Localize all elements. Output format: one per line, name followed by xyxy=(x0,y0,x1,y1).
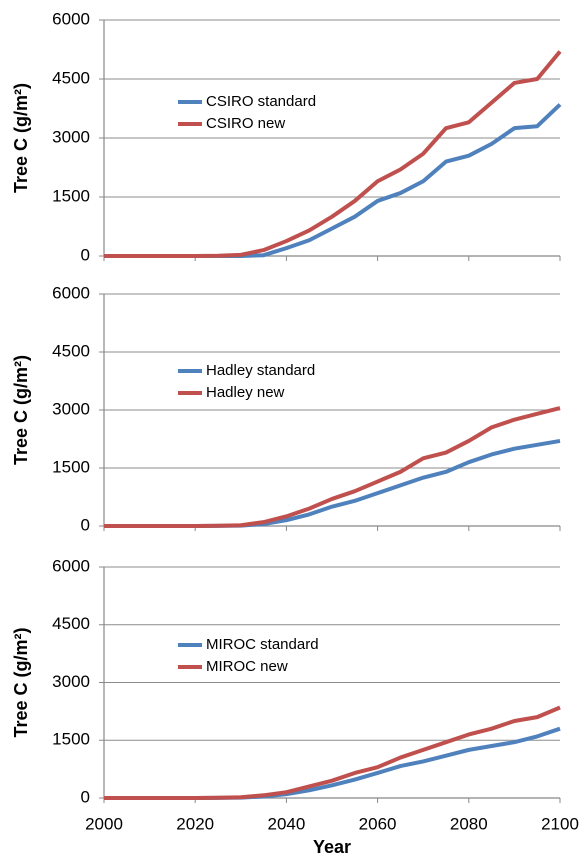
legend-label: CSIRO standard xyxy=(206,93,316,110)
y-tick-label: 6000 xyxy=(52,556,90,575)
y-axis-label: Tree C (g/m²) xyxy=(11,355,31,465)
line-series xyxy=(104,726,561,800)
x-tick-label: 2000 xyxy=(85,814,123,833)
y-tick-label: 4500 xyxy=(52,68,90,87)
y-axis-label: Tree C (g/m²) xyxy=(11,627,31,737)
y-tick-label: 6000 xyxy=(52,9,90,28)
y-tick-label: 3000 xyxy=(52,399,90,418)
x-tick-label: 2060 xyxy=(359,814,397,833)
line-series xyxy=(104,50,562,258)
line-series xyxy=(104,705,561,800)
line-series xyxy=(104,438,561,528)
y-tick-label: 4500 xyxy=(52,614,90,633)
y-tick-label: 0 xyxy=(81,515,90,534)
y-tick-label: 1500 xyxy=(52,457,90,476)
x-axis-label: Year xyxy=(313,837,351,857)
x-tick-label: 2100 xyxy=(541,814,579,833)
legend-label: Hadley standard xyxy=(206,362,315,379)
y-axis-label: Tree C (g/m²) xyxy=(11,83,31,193)
y-tick-label: 6000 xyxy=(52,283,90,302)
line-series xyxy=(104,406,561,528)
y-tick-label: 3000 xyxy=(52,127,90,146)
y-tick-label: 0 xyxy=(81,787,90,806)
y-tick-label: 1500 xyxy=(52,730,90,749)
x-tick-label: 2040 xyxy=(267,814,305,833)
y-tick-label: 0 xyxy=(81,245,90,264)
legend-label: MIROC standard xyxy=(206,636,319,653)
legend-label: Hadley new xyxy=(206,384,285,401)
line-series xyxy=(104,103,562,258)
legend-label: CSIRO new xyxy=(206,115,285,132)
x-tick-label: 2080 xyxy=(450,814,488,833)
y-tick-label: 3000 xyxy=(52,672,90,691)
y-tick-label: 4500 xyxy=(52,341,90,360)
x-tick-label: 2020 xyxy=(176,814,214,833)
legend-label: MIROC new xyxy=(206,658,288,675)
y-tick-label: 1500 xyxy=(52,186,90,205)
